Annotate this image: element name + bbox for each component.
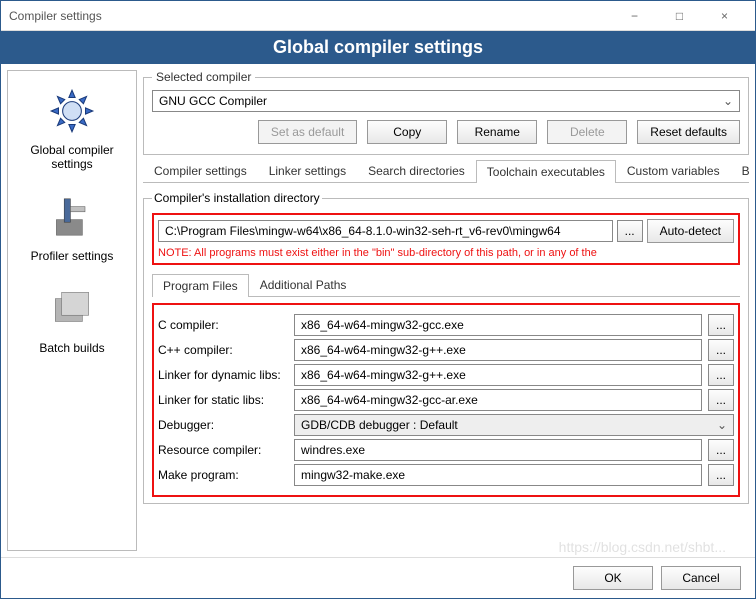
program-value: mingw32-make.exe: [301, 468, 405, 482]
program-label: Make program:: [158, 468, 288, 482]
program-subtabs: Program Files Additional Paths: [152, 273, 740, 297]
selected-compiler-group: Selected compiler GNU GCC Compiler Set a…: [143, 70, 749, 155]
titlebar: Compiler settings − □ ×: [1, 1, 755, 31]
window-title: Compiler settings: [9, 9, 612, 23]
program-row: Linker for dynamic libs: x86_64-w64-mingw…: [158, 364, 734, 386]
gear-icon: [44, 83, 100, 139]
tab-linker-settings[interactable]: Linker settings: [258, 159, 357, 182]
batch-icon: [44, 281, 100, 337]
minimize-button[interactable]: −: [612, 2, 657, 30]
selected-compiler-legend: Selected compiler: [152, 70, 255, 84]
reset-defaults-button[interactable]: Reset defaults: [637, 120, 740, 144]
program-path-input[interactable]: x86_64-w64-mingw32-gcc-ar.exe: [294, 389, 702, 411]
program-row: Resource compiler: windres.exe...: [158, 439, 734, 461]
program-path-input[interactable]: windres.exe: [294, 439, 702, 461]
install-note: NOTE: All programs must exist either in …: [158, 247, 734, 259]
program-path-input[interactable]: mingw32-make.exe: [294, 464, 702, 486]
install-path-value: C:\Program Files\mingw-w64\x86_64-8.1.0-…: [165, 224, 561, 238]
program-label: Linker for dynamic libs:: [158, 368, 288, 382]
program-value: windres.exe: [301, 443, 365, 457]
watermark: https://blog.csdn.net/shbt...: [559, 539, 726, 555]
program-files-highlight: C compiler: x86_64-w64-mingw32-gcc.exe...…: [152, 303, 740, 497]
sidebar-item-label: Batch builds: [39, 341, 104, 355]
compiler-settings-window: Compiler settings − □ × Global compiler …: [0, 0, 756, 599]
sidebar-item-global-compiler[interactable]: Global compiler settings: [12, 83, 132, 171]
program-value: x86_64-w64-mingw32-gcc.exe: [301, 318, 464, 332]
program-row: Linker for static libs: x86_64-w64-mingw3…: [158, 389, 734, 411]
browse-program-button[interactable]: ...: [708, 464, 734, 486]
tab-compiler-settings[interactable]: Compiler settings: [143, 159, 258, 182]
program-label: Resource compiler:: [158, 443, 288, 457]
main-tabs: Compiler settings Linker settings Search…: [143, 159, 749, 183]
program-path-input[interactable]: x86_64-w64-mingw32-gcc.exe: [294, 314, 702, 336]
browse-program-button[interactable]: ...: [708, 439, 734, 461]
cancel-button[interactable]: Cancel: [661, 566, 741, 590]
install-dir-legend: Compiler's installation directory: [152, 191, 322, 205]
dialog-footer: OK Cancel: [1, 557, 755, 598]
auto-detect-button[interactable]: Auto-detect: [647, 219, 734, 243]
tab-search-directories[interactable]: Search directories: [357, 159, 476, 182]
browse-program-button[interactable]: ...: [708, 314, 734, 336]
compiler-select[interactable]: GNU GCC Compiler: [152, 90, 740, 112]
install-path-input[interactable]: C:\Program Files\mingw-w64\x86_64-8.1.0-…: [158, 220, 613, 242]
program-value: x86_64-w64-mingw32-g++.exe: [301, 343, 466, 357]
browse-program-button[interactable]: ...: [708, 389, 734, 411]
program-value: x86_64-w64-mingw32-g++.exe: [301, 368, 466, 382]
compiler-select-value: GNU GCC Compiler: [159, 94, 267, 108]
subtab-additional-paths[interactable]: Additional Paths: [249, 273, 358, 296]
subtab-program-files[interactable]: Program Files: [152, 274, 249, 297]
program-path-input[interactable]: x86_64-w64-mingw32-g++.exe: [294, 339, 702, 361]
maximize-button[interactable]: □: [657, 2, 702, 30]
program-row: C compiler: x86_64-w64-mingw32-gcc.exe...: [158, 314, 734, 336]
browse-install-button[interactable]: ...: [617, 220, 643, 242]
install-dir-group: Compiler's installation directory C:\Pro…: [143, 191, 749, 504]
sidebar-item-label: Profiler settings: [31, 249, 114, 263]
program-label: Debugger:: [158, 418, 288, 432]
sidebar-item-label: Global compiler settings: [12, 143, 132, 171]
install-dir-highlight: C:\Program Files\mingw-w64\x86_64-8.1.0-…: [152, 213, 740, 265]
ok-button[interactable]: OK: [573, 566, 653, 590]
program-value: x86_64-w64-mingw32-gcc-ar.exe: [301, 393, 478, 407]
profiler-icon: [44, 189, 100, 245]
close-button[interactable]: ×: [702, 2, 747, 30]
debugger-select[interactable]: GDB/CDB debugger : Default: [294, 414, 734, 436]
program-path-input[interactable]: x86_64-w64-mingw32-g++.exe: [294, 364, 702, 386]
copy-button[interactable]: Copy: [367, 120, 447, 144]
sidebar: Global compiler settings Profiler settin…: [7, 70, 137, 551]
browse-program-button[interactable]: ...: [708, 364, 734, 386]
program-row: Debugger: GDB/CDB debugger : Default: [158, 414, 734, 436]
program-label: C compiler:: [158, 318, 288, 332]
program-value: GDB/CDB debugger : Default: [301, 418, 458, 432]
sidebar-item-profiler[interactable]: Profiler settings: [31, 189, 114, 263]
program-row: C++ compiler: x86_64-w64-mingw32-g++.exe.…: [158, 339, 734, 361]
banner-title: Global compiler settings: [1, 31, 755, 64]
browse-program-button[interactable]: ...: [708, 339, 734, 361]
tab-custom-variables[interactable]: Custom variables: [616, 159, 731, 182]
program-label: C++ compiler:: [158, 343, 288, 357]
program-row: Make program: mingw32-make.exe...: [158, 464, 734, 486]
tab-build-options[interactable]: Bui: [731, 159, 749, 182]
rename-button[interactable]: Rename: [457, 120, 537, 144]
program-label: Linker for static libs:: [158, 393, 288, 407]
set-default-button: Set as default: [258, 120, 357, 144]
sidebar-item-batch[interactable]: Batch builds: [39, 281, 104, 355]
tab-toolchain-executables[interactable]: Toolchain executables: [476, 160, 616, 183]
delete-button: Delete: [547, 120, 627, 144]
